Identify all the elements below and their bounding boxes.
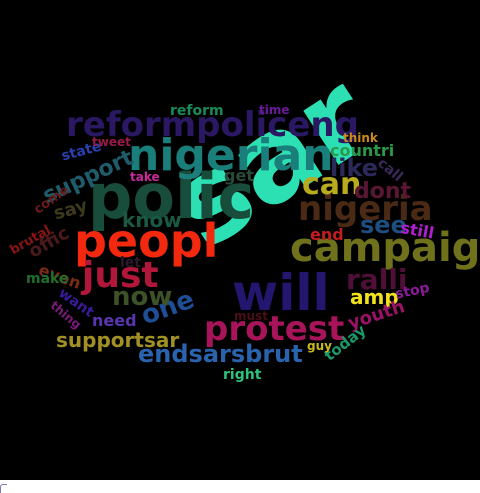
cloud-word-endsarsbrut: endsarsbrut xyxy=(138,340,303,368)
cloud-word-can: can xyxy=(302,167,362,202)
cloud-word-reformpoliceng: reformpoliceng xyxy=(66,105,359,145)
cloud-word-just: just xyxy=(82,255,159,296)
cloud-word-protest: protest xyxy=(204,309,345,349)
cloud-word-ralli: ralli xyxy=(346,263,408,296)
cloud-word-make: make xyxy=(26,271,69,287)
cloud-word-get: get xyxy=(224,166,254,185)
cloud-word-end: end xyxy=(310,225,344,244)
cloud-word-let: let xyxy=(120,255,141,271)
cloud-word-dont: dont xyxy=(354,179,412,204)
cloud-word-polic: polic xyxy=(88,160,255,233)
cloud-word-supportsar: supportsar xyxy=(56,328,180,352)
cloud-word-guy: guy xyxy=(307,339,332,353)
bottom-strip xyxy=(0,480,480,493)
cloud-word-see: see xyxy=(360,211,407,239)
cloud-word-reform: reform xyxy=(170,103,224,119)
corner-bracket-icon xyxy=(0,484,7,493)
cloud-word-need: need xyxy=(92,311,137,330)
cloud-word-know: know xyxy=(122,208,182,232)
cloud-word-amp: amp xyxy=(350,285,399,309)
cloud-word-take: take xyxy=(130,170,160,184)
cloud-word-time: time xyxy=(259,103,290,117)
cloud-word-nigeria: nigeria xyxy=(298,189,433,229)
cloud-word-like: like xyxy=(330,154,379,182)
cloud-word-must: must xyxy=(234,309,268,323)
cloud-word-now: now xyxy=(112,282,173,312)
word-cloud: sar polic nigerian reformpoliceng peopl will c… xyxy=(7,46,480,383)
cloud-word-countri: countri xyxy=(330,141,395,160)
cloud-word-peopl: peopl xyxy=(74,214,219,268)
cloud-word-will: will xyxy=(232,264,330,322)
cloud-word-right: right xyxy=(223,367,262,383)
cloud-word-tweet: tweet xyxy=(92,135,131,149)
cloud-word-think: think xyxy=(343,131,378,145)
cloud-word-nigerian: nigerian xyxy=(128,130,334,181)
